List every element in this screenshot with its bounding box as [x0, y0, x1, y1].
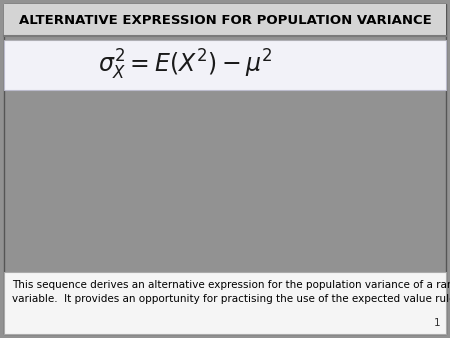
Text: ALTERNATIVE EXPRESSION FOR POPULATION VARIANCE: ALTERNATIVE EXPRESSION FOR POPULATION VA…: [18, 14, 432, 26]
Bar: [4, 40, 446, 90]
Text: 1: 1: [433, 318, 440, 328]
Bar: [4, 272, 446, 334]
Text: This sequence derives an alternative expression for the population variance of a: This sequence derives an alternative exp…: [12, 280, 450, 304]
Bar: [4, 4, 446, 36]
Text: $\sigma_X^2 = E\left(X^2\right)- \mu^2$: $\sigma_X^2 = E\left(X^2\right)- \mu^2$: [98, 48, 272, 82]
